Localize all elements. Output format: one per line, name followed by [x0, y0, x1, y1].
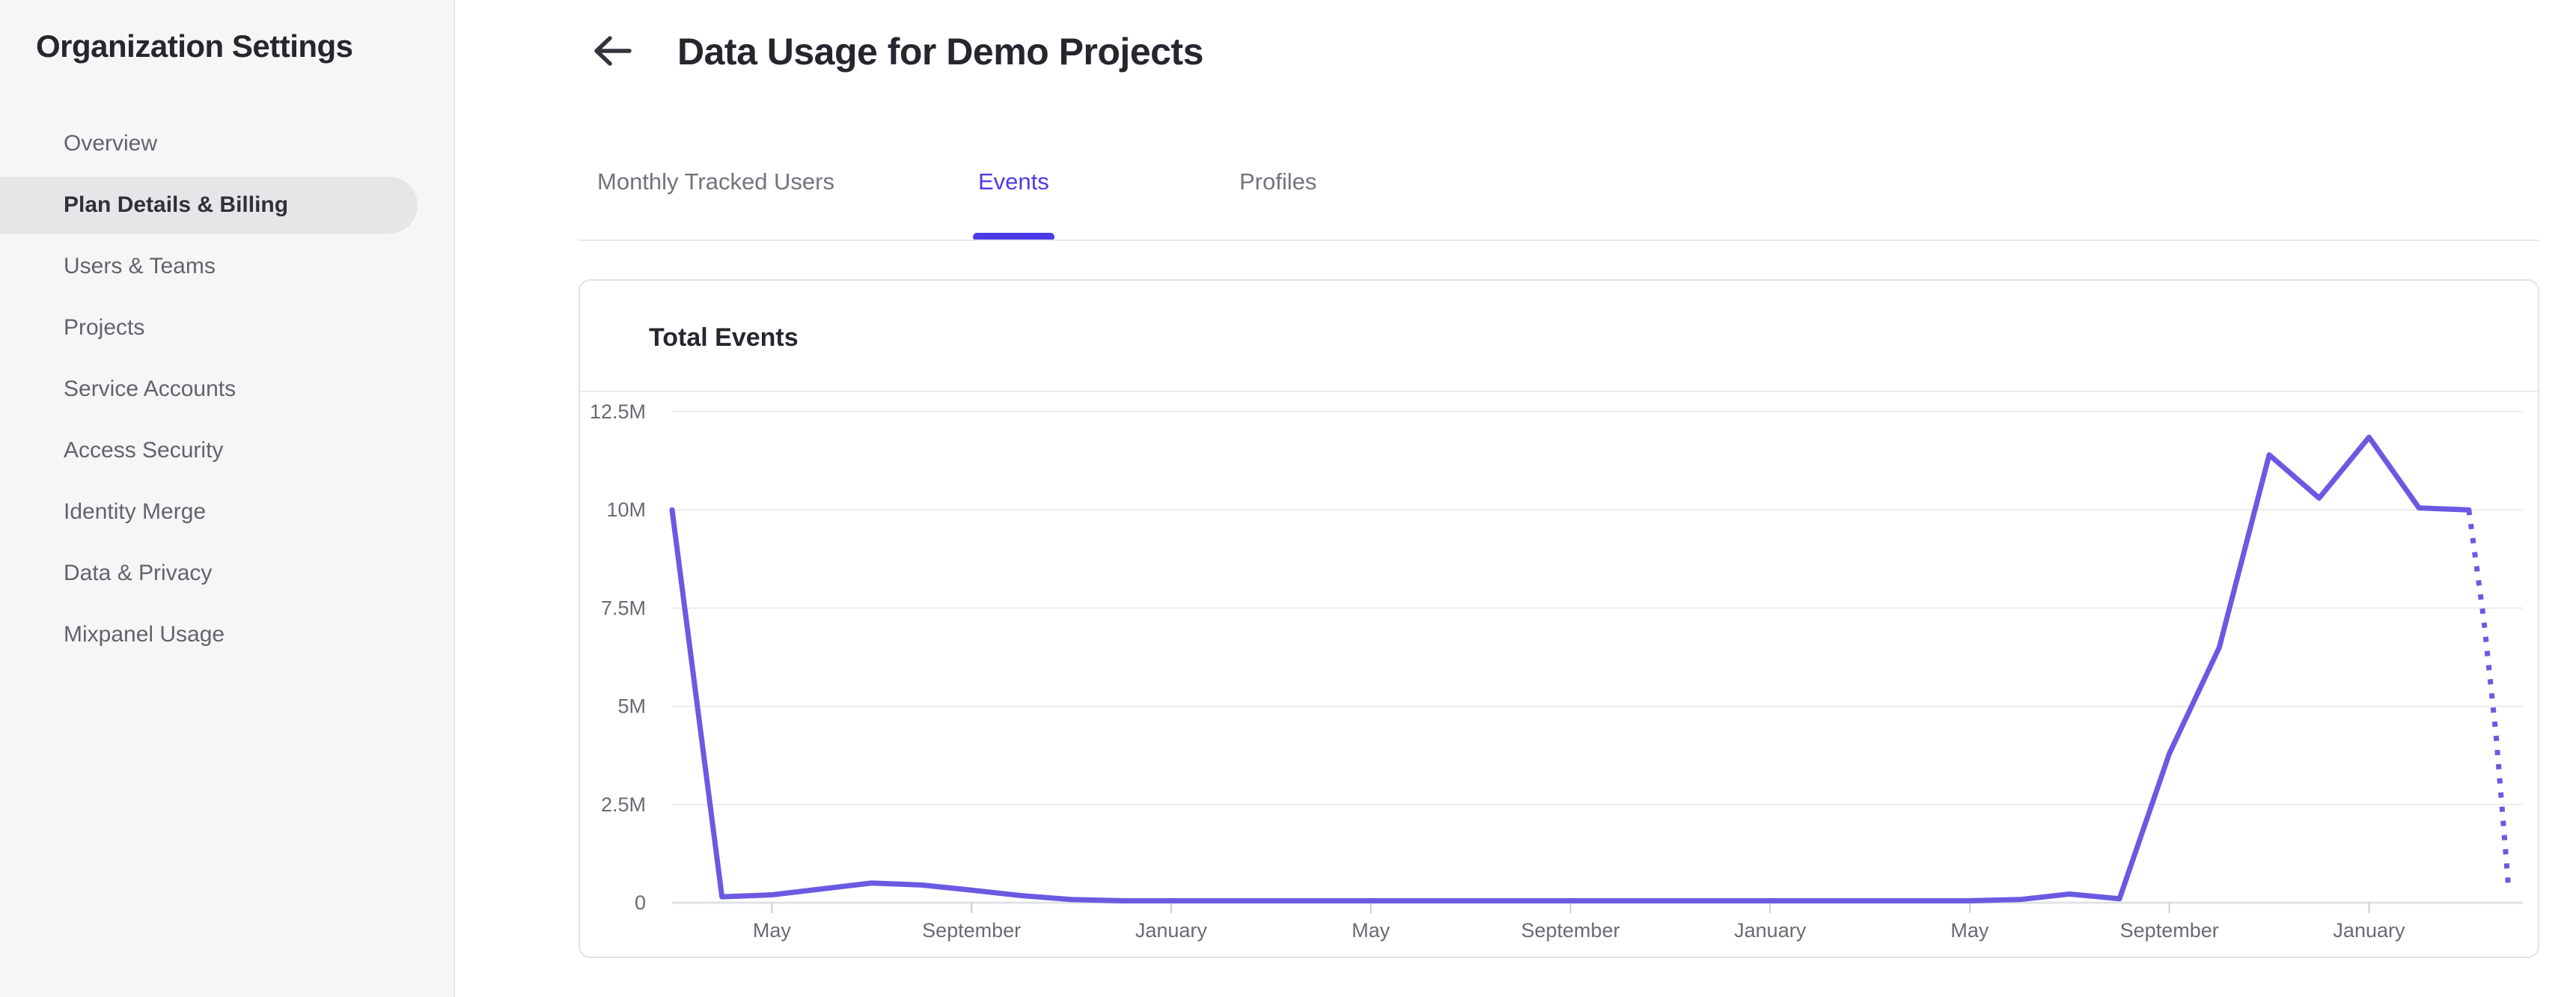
- active-tab-underline: [973, 233, 1054, 241]
- total-events-card: Total Events: [579, 279, 2539, 958]
- y-axis-label: 12.5M: [590, 400, 646, 423]
- sidebar-item-access-security[interactable]: Access Security: [0, 420, 455, 481]
- events-line-projected-dotted: [2466, 509, 2512, 891]
- y-axis-label: 5M: [617, 695, 646, 718]
- sidebar-item-overview[interactable]: Overview: [0, 113, 455, 174]
- x-axis-label: September: [922, 919, 1021, 942]
- x-axis-label: September: [1521, 919, 1620, 942]
- sidebar-item-label: Projects: [64, 315, 145, 340]
- x-axis-label: January: [1135, 919, 1208, 942]
- tab-events[interactable]: Events: [973, 168, 1054, 241]
- x-axis-label: May: [1950, 919, 1989, 942]
- sidebar-item-label: Service Accounts: [64, 376, 236, 401]
- x-axis-label: May: [1352, 919, 1391, 942]
- sidebar-item-label: Overview: [64, 131, 158, 156]
- y-axis-label: 7.5M: [601, 597, 646, 619]
- sidebar-item-label: Plan Details & Billing: [64, 192, 289, 217]
- sidebar: Organization Settings Overview Plan Detai…: [0, 0, 455, 997]
- x-axis-label: May: [753, 919, 792, 942]
- sidebar-item-label: Mixpanel Usage: [64, 622, 225, 647]
- card-divider: [580, 391, 2538, 392]
- sidebar-item-label: Access Security: [64, 438, 224, 463]
- sidebar-item-data-privacy[interactable]: Data & Privacy: [0, 543, 455, 604]
- x-axis-label: January: [1734, 919, 1807, 942]
- sidebar-item-mixpanel-usage[interactable]: Mixpanel Usage: [0, 604, 455, 665]
- events-line-solid: [669, 434, 2472, 903]
- page-title: Data Usage for Demo Projects: [677, 31, 1203, 73]
- sidebar-nav: Overview Plan Details & Billing Users & Te…: [0, 113, 455, 665]
- x-axis-label: January: [2333, 919, 2405, 942]
- sidebar-item-label: Identity Merge: [64, 499, 207, 524]
- card-title: Total Events: [649, 323, 799, 352]
- y-axis-label: 2.5M: [601, 793, 646, 816]
- tab-monthly-tracked-users[interactable]: Monthly Tracked Users: [597, 168, 834, 195]
- back-button[interactable]: [591, 31, 633, 70]
- y-axis-label: 10M: [606, 498, 646, 521]
- tab-strip-border: [579, 240, 2539, 241]
- sidebar-item-projects[interactable]: Projects: [0, 297, 455, 359]
- back-arrow-icon: [591, 36, 633, 73]
- sidebar-item-identity-merge[interactable]: Identity Merge: [0, 481, 455, 543]
- sidebar-item-plan-details-billing[interactable]: Plan Details & Billing: [0, 174, 455, 236]
- tab-label: Monthly Tracked Users: [597, 168, 834, 195]
- tab-profiles[interactable]: Profiles: [1239, 168, 1316, 195]
- sidebar-item-users-teams[interactable]: Users & Teams: [0, 236, 455, 297]
- sidebar-item-service-accounts[interactable]: Service Accounts: [0, 359, 455, 420]
- sidebar-title: Organization Settings: [36, 28, 353, 64]
- y-axis-label: 0: [635, 891, 646, 914]
- x-axis-label: September: [2120, 919, 2219, 942]
- tab-label: Profiles: [1239, 168, 1317, 195]
- sidebar-item-label: Users & Teams: [64, 254, 216, 278]
- tab-label: Events: [978, 168, 1049, 195]
- sidebar-item-label: Data & Privacy: [64, 561, 213, 585]
